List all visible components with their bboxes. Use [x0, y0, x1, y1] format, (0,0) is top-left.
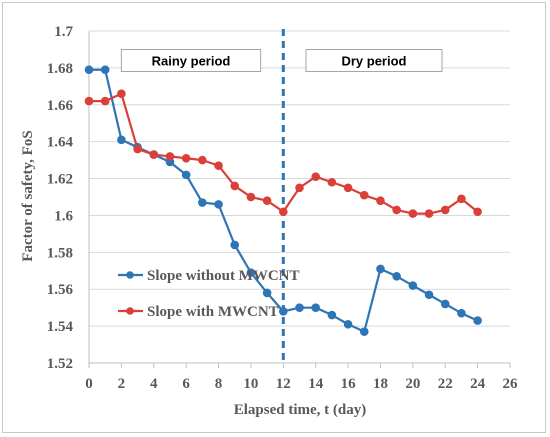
y-tick-label: 1.6 [54, 208, 73, 224]
x-tick-labels: 0 2 4 6 8 10 12 14 16 18 20 22 24 26 [85, 376, 518, 392]
data-point [262, 196, 272, 205]
x-tick-label: 12 [276, 376, 291, 392]
data-point [392, 205, 401, 215]
y-tick-labels: 1.52 1.54 1.56 1.58 1.6 1.62 1.64 1.66 1.68 1.7 [47, 24, 74, 372]
legend: Slope without MWCNT Slope with MWCNT [118, 268, 300, 320]
y-tick-label: 1.66 [47, 98, 74, 114]
data-point [165, 152, 175, 161]
data-point [424, 209, 434, 218]
period-annotations: Rainy period Dry period [120, 49, 443, 73]
data-point [149, 150, 159, 159]
y-tick-label: 1.62 [47, 172, 73, 188]
data-point [359, 190, 369, 200]
x-axis-title: Elapsed time, t (day) [234, 402, 367, 418]
data-point [181, 170, 191, 180]
data-point [424, 290, 434, 300]
data-point [84, 65, 94, 75]
data-point [117, 135, 126, 145]
data-point [84, 96, 94, 106]
gridlines [89, 30, 510, 327]
period-label: Rainy period [152, 54, 231, 69]
data-point [295, 303, 304, 312]
x-tick-label: 6 [182, 376, 190, 392]
chart-frame [2, 2, 546, 433]
data-point [133, 144, 142, 154]
data-point [440, 205, 450, 215]
data-point [100, 65, 110, 75]
x-tick-label: 14 [308, 376, 324, 392]
data-point [408, 281, 418, 290]
data-point [311, 303, 320, 312]
x-tick-label: 24 [470, 376, 486, 392]
data-point [359, 327, 369, 336]
data-point [473, 207, 482, 217]
data-point [117, 89, 126, 99]
data-point [295, 183, 304, 193]
x-tick-label: 8 [215, 376, 223, 392]
data-point [198, 155, 207, 165]
data-point [440, 299, 450, 309]
data-point [311, 172, 320, 182]
data-point [343, 319, 353, 329]
data-point [408, 209, 418, 218]
x-tick-label: 4 [150, 376, 158, 392]
data-point [100, 96, 110, 106]
data-point [376, 264, 385, 274]
legend-swatch-marker [126, 307, 134, 315]
x-tick-label: 22 [438, 376, 453, 392]
data-point [327, 177, 337, 187]
x-tick-label: 18 [373, 376, 388, 392]
data-point [230, 181, 240, 191]
data-point [214, 161, 223, 170]
data-point [246, 192, 256, 202]
data-point [279, 307, 288, 316]
y-tick-label: 1.7 [54, 24, 73, 40]
y-tick-label: 1.64 [47, 135, 74, 151]
data-point [327, 310, 337, 320]
period-label: Dry period [341, 54, 406, 69]
y-tick-label: 1.56 [47, 282, 74, 298]
data-point [279, 207, 288, 217]
period-box [305, 49, 443, 73]
data-point [181, 153, 191, 163]
x-tick-label: 10 [243, 376, 258, 392]
data-point [392, 272, 401, 281]
data-point [457, 308, 466, 318]
legend-swatch-marker [126, 271, 134, 279]
y-tick-label: 1.58 [47, 245, 73, 261]
y-tick-label: 1.68 [47, 61, 73, 77]
legend-entry: Slope with MWCNT [147, 304, 279, 320]
legend-entry: Slope without MWCNT [147, 268, 300, 284]
data-point [214, 200, 223, 209]
x-tick-label: 16 [341, 376, 357, 392]
data-point [343, 183, 353, 193]
data-point [230, 240, 240, 250]
x-tick-label: 20 [405, 376, 420, 392]
data-point [376, 196, 385, 205]
axes [88, 31, 511, 368]
data-point [473, 316, 482, 325]
data-point [457, 194, 466, 204]
data-point [246, 268, 256, 277]
series-points [84, 65, 482, 336]
y-tick-label: 1.54 [47, 319, 74, 335]
y-tick-label: 1.52 [47, 356, 73, 372]
x-tick-label: 26 [503, 376, 519, 392]
data-point [262, 288, 272, 298]
x-tick-label: 2 [118, 376, 126, 392]
y-axis-title: Factor of safety, FoS [20, 130, 36, 261]
data-point [198, 198, 207, 207]
period-box [120, 49, 262, 73]
x-tick-label: 0 [85, 376, 93, 392]
